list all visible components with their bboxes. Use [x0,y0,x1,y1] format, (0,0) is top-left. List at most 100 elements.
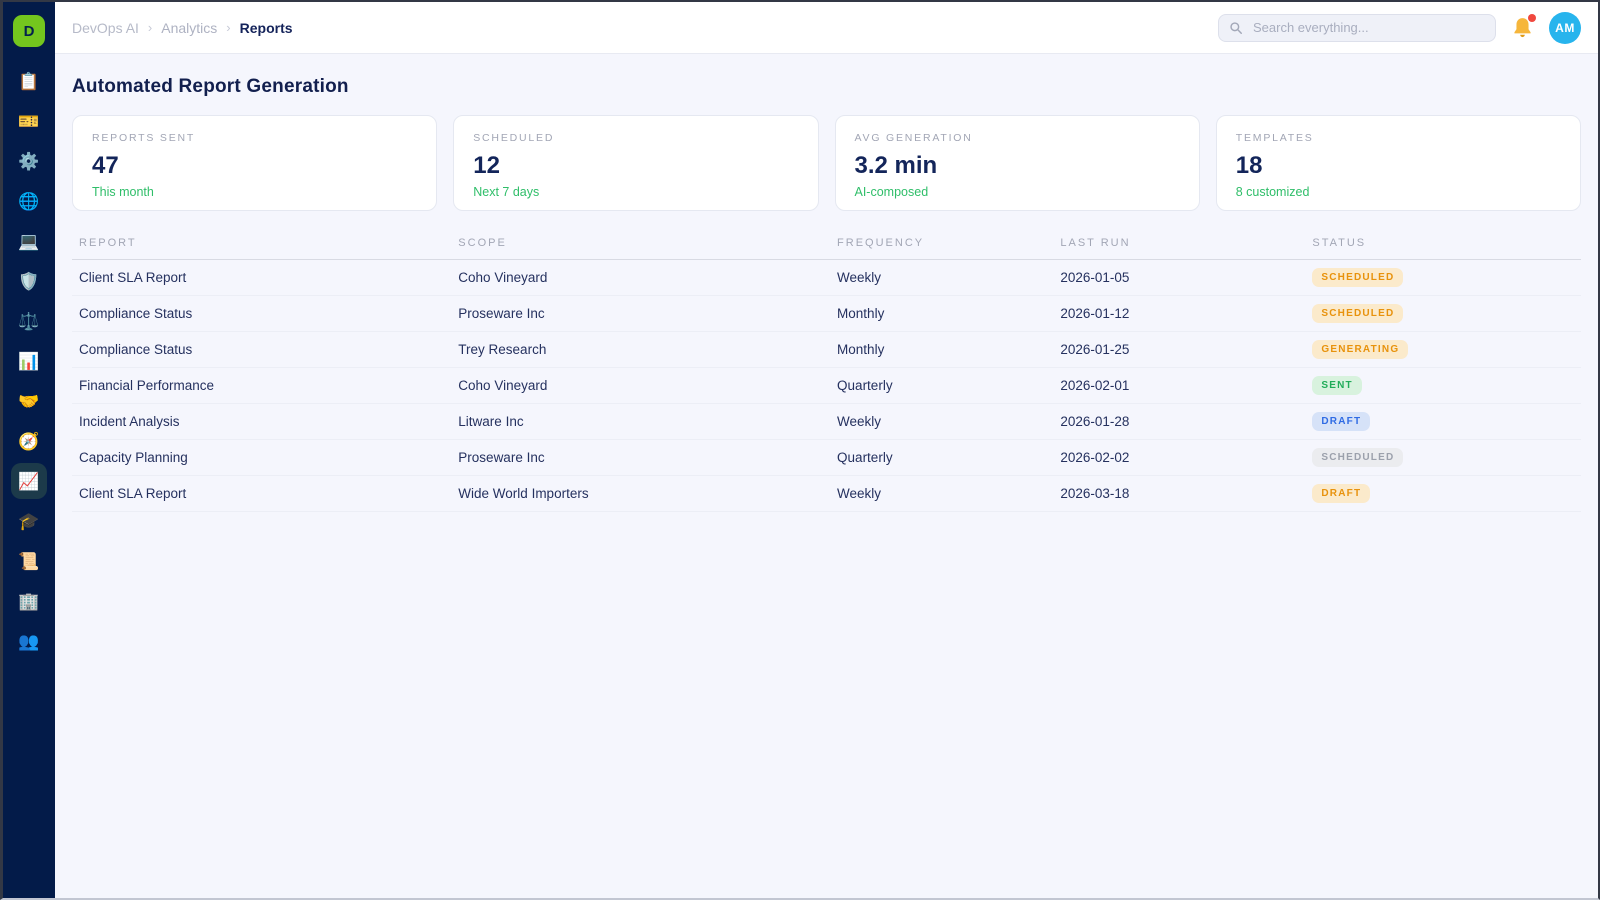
stat-value: 3.2 min [854,152,938,179]
busts-in-silhouette-icon: 👥 [18,631,40,651]
cell-scope: Trey Research [458,331,838,368]
cell-frequency: Monthly [837,295,1061,332]
table-row[interactable]: Financial Performance Coho Vineyard Quar… [72,367,1581,404]
app-logo[interactable]: D [13,15,45,47]
cell-scope: Coho Vineyard [458,259,838,296]
stat-card-templates: TEMPLATES 18 8 customized [1215,115,1581,211]
sidebar-item-globe[interactable]: 🌐 [11,183,47,219]
cell-scope: Coho Vineyard [458,367,838,404]
ticket-icon: 🎫 [18,111,40,131]
search-input[interactable] [1251,19,1485,36]
cell-report: Incident Analysis [72,403,459,440]
avatar[interactable]: AM [1549,11,1581,44]
gear-icon: ⚙️ [18,151,40,171]
cell-frequency: Quarterly [837,439,1061,476]
content: Automated Report Generation REPORTS SENT… [55,54,1598,526]
stat-card-reports-sent: REPORTS SENT 47 This month [72,115,438,211]
status-badge: SCHEDULED [1312,268,1404,287]
sidebar-item-bar-chart[interactable]: 📊 [11,343,47,379]
sidebar-item-handshake[interactable]: 🤝 [11,383,47,419]
table-row[interactable]: Compliance Status Proseware Inc Monthly … [72,295,1581,332]
table-row[interactable]: Client SLA Report Coho Vineyard Weekly 2… [72,259,1581,296]
handshake-icon: 🤝 [18,391,40,411]
table-header-row: REPORT SCOPE FREQUENCY LAST RUN STATUS [72,229,1581,260]
sidebar-item-office-building[interactable]: 🏢 [11,583,47,619]
bar-chart-icon: 📊 [18,351,40,371]
stat-label: REPORTS SENT [92,132,196,144]
cell-last-run: 2026-02-01 [1060,367,1313,404]
breadcrumb-analytics[interactable]: Analytics [161,19,218,36]
sidebar-nav: 📋 🎫 ⚙️ 🌐 💻 🛡️ ⚖️ 📊 🤝 🧭 📈 🎓 📜 🏢 👥 [11,63,47,659]
cell-scope: Proseware Inc [458,439,838,476]
table-row[interactable]: Incident Analysis Litware Inc Weekly 202… [72,403,1581,440]
table-row[interactable]: Capacity Planning Proseware Inc Quarterl… [72,439,1581,476]
search-icon [1229,21,1243,35]
table-row[interactable]: Client SLA Report Wide World Importers W… [72,475,1581,512]
chevron-right-icon: › [147,20,153,35]
search-box[interactable] [1218,13,1496,42]
sidebar-item-compass[interactable]: 🧭 [11,423,47,459]
breadcrumb-devops-ai[interactable]: DevOps AI [72,19,139,36]
clipboard-icon: 📋 [18,71,40,91]
cell-report: Compliance Status [72,295,459,332]
notification-dot [1528,14,1536,22]
stat-value: 18 [1235,152,1263,179]
status-badge: SENT [1312,376,1362,395]
status-badge: DRAFT [1312,412,1371,431]
sidebar-item-laptop[interactable]: 💻 [11,223,47,259]
cell-last-run: 2026-01-05 [1060,259,1313,296]
cell-report: Client SLA Report [72,259,459,296]
sidebar-item-graduation-cap[interactable]: 🎓 [11,503,47,539]
column-header-report: REPORT [72,229,459,260]
page-title: Automated Report Generation [72,76,349,97]
office-building-icon: 🏢 [18,591,40,611]
stat-value: 47 [92,152,119,179]
cell-scope: Wide World Importers [458,475,838,512]
sidebar-item-analytics-active[interactable]: 📈 [11,463,47,499]
stat-label: SCHEDULED [473,132,555,144]
graduation-cap-icon: 🎓 [18,511,40,531]
breadcrumb-reports: Reports [239,19,293,36]
sidebar-item-scroll[interactable]: 📜 [11,543,47,579]
cell-scope: Proseware Inc [458,295,838,332]
sidebar-item-users[interactable]: 👥 [11,623,47,659]
globe-icon: 🌐 [18,191,40,211]
bell-icon [1511,16,1534,39]
sidebar-item-ticket[interactable]: 🎫 [11,103,47,139]
column-header-scope: SCOPE [458,229,838,260]
sidebar-item-balance-scale[interactable]: ⚖️ [11,303,47,339]
sidebar-item-shield[interactable]: 🛡️ [11,263,47,299]
status-badge: GENERATING [1312,340,1409,359]
stat-sub: AI-composed [854,185,929,199]
notifications-button[interactable] [1511,14,1536,39]
laptop-icon: 💻 [18,231,40,251]
cell-frequency: Weekly [837,475,1061,512]
cell-report: Compliance Status [72,331,459,368]
column-header-frequency: FREQUENCY [837,229,1061,260]
stat-label: AVG GENERATION [854,132,973,144]
topbar-right: AM [1218,11,1581,44]
cell-report: Financial Performance [72,367,459,404]
cell-last-run: 2026-02-02 [1060,439,1313,476]
cell-last-run: 2026-01-25 [1060,331,1313,368]
cell-frequency: Weekly [837,259,1061,296]
cell-last-run: 2026-01-28 [1060,403,1313,440]
compass-icon: 🧭 [18,431,40,451]
stat-sub: This month [92,185,154,199]
chart-increasing-icon: 📈 [18,471,40,491]
stat-card-avg-generation: AVG GENERATION 3.2 min AI-composed [834,115,1200,211]
reports-table: REPORT SCOPE FREQUENCY LAST RUN STATUS C… [72,229,1581,512]
topbar: DevOps AI › Analytics › Reports [55,2,1598,54]
balance-scale-icon: ⚖️ [18,311,40,331]
sidebar-item-gear[interactable]: ⚙️ [11,143,47,179]
chevron-right-icon: › [226,20,231,35]
status-badge: DRAFT [1312,484,1371,503]
status-badge: SCHEDULED [1312,448,1404,467]
table-row[interactable]: Compliance Status Trey Research Monthly … [72,331,1581,368]
stat-label: TEMPLATES [1235,132,1314,144]
cell-scope: Litware Inc [458,403,838,440]
breadcrumb: DevOps AI › Analytics › Reports [72,20,293,36]
cell-report: Client SLA Report [72,475,459,512]
sidebar-item-clipboard[interactable]: 📋 [11,63,47,99]
